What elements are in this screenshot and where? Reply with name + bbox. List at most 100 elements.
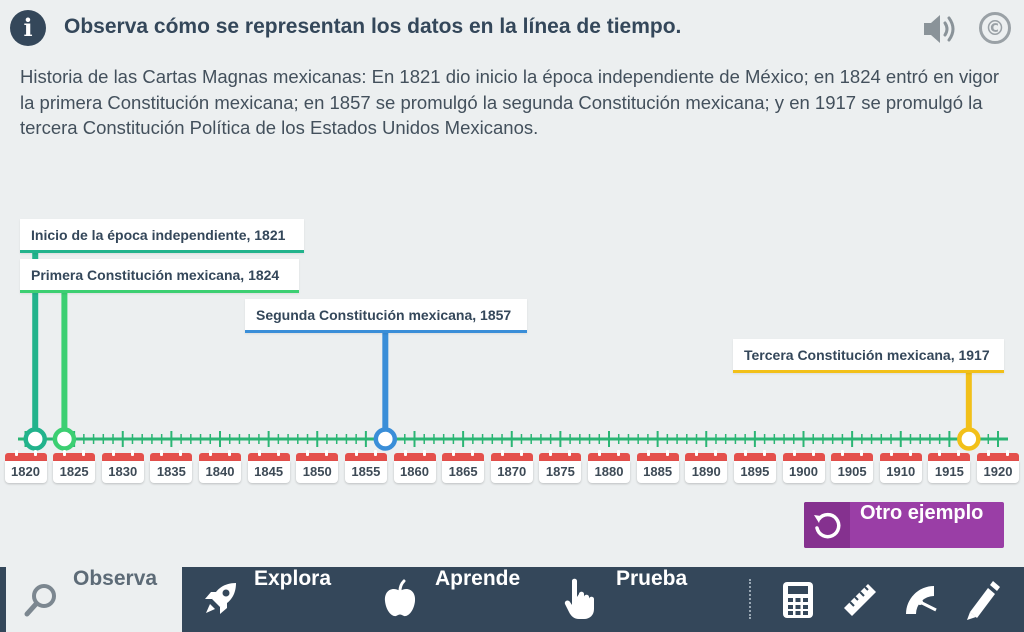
year-chip: 1910 [879, 450, 922, 483]
calendar-icon [831, 450, 874, 461]
timeline: Inicio de la época independiente, 1821 Pr… [0, 210, 1024, 500]
year-chip-label: 1920 [977, 461, 1019, 483]
calendar-icon [442, 450, 485, 461]
year-chip: 1880 [588, 450, 630, 483]
year-chip-label: 1900 [782, 461, 825, 483]
year-chip: 1825 [53, 450, 96, 483]
year-chip-label: 1905 [831, 461, 874, 483]
calendar-icon [53, 450, 96, 461]
year-chip-label: 1850 [296, 461, 339, 483]
rocket-icon [205, 583, 236, 614]
year-chip-label: 1840 [199, 461, 241, 483]
calendar-icon [733, 450, 776, 461]
nav-aprende-label: Aprende [435, 567, 521, 590]
year-chip: 1820 [4, 450, 47, 483]
nav-explora-label: Explora [254, 567, 332, 590]
magnifier-icon [24, 584, 56, 617]
year-chip: 1885 [636, 450, 679, 483]
year-chip-label: 1835 [150, 461, 193, 483]
event-label: Segunda Constitución mexicana, 1857 [245, 299, 527, 333]
otro-ejemplo-label: Otro ejemplo [860, 502, 984, 524]
year-chip: 1865 [442, 450, 485, 483]
calendar-icon [393, 450, 436, 461]
calendar-icon [296, 450, 339, 461]
year-chip: 1895 [733, 450, 776, 483]
nav-observa[interactable]: Observa [6, 567, 182, 632]
calendar-icon [199, 450, 241, 461]
year-chip-label: 1870 [490, 461, 533, 483]
year-chip: 1905 [831, 450, 874, 483]
description-text: Historia de las Cartas Magnas mexicanas:… [20, 66, 1000, 138]
event-marker[interactable] [957, 427, 981, 451]
year-chip-label: 1845 [247, 461, 290, 483]
page-title: Observa cómo se representan los datos en… [64, 15, 682, 38]
calendar-icon [977, 450, 1019, 461]
event-label: Inicio de la época independiente, 1821 [20, 219, 304, 253]
nav-separator [749, 579, 751, 619]
calendar-icon [490, 450, 533, 461]
year-chip: 1890 [685, 450, 728, 483]
year-chip-label: 1915 [928, 461, 971, 483]
year-chip: 1830 [101, 450, 144, 483]
year-chip-label: 1875 [539, 461, 582, 483]
nav-aprende[interactable]: Aprende [380, 567, 540, 632]
apple-icon [384, 579, 416, 617]
nav-prueba-label: Prueba [616, 567, 688, 590]
year-chip-label: 1820 [4, 461, 47, 483]
year-chip: 1920 [977, 450, 1019, 483]
year-chip-label: 1880 [588, 461, 630, 483]
refresh-icon-box [804, 502, 850, 548]
event-label: Primera Constitución mexicana, 1824 [20, 259, 299, 293]
year-chip: 1915 [928, 450, 971, 483]
otro-ejemplo-button[interactable]: Otro ejemplo [804, 502, 1004, 548]
year-chip: 1900 [782, 450, 825, 483]
year-chip-label: 1855 [344, 461, 387, 483]
calendar-icon [879, 450, 922, 461]
year-chip: 1870 [490, 450, 533, 483]
pencil-icon[interactable] [962, 580, 1002, 620]
calendar-icon [539, 450, 582, 461]
calendar-icon [247, 450, 290, 461]
year-chip-label: 1860 [393, 461, 436, 483]
refresh-icon [814, 512, 841, 539]
calendar-icon [588, 450, 630, 461]
year-chip-label: 1885 [636, 461, 679, 483]
protractor-icon[interactable] [900, 580, 940, 620]
nav-prueba[interactable]: Prueba [560, 567, 710, 632]
ruler-icon[interactable] [840, 580, 880, 620]
pointer-hand-icon [564, 578, 594, 619]
calendar-icon [344, 450, 387, 461]
year-chip: 1850 [296, 450, 339, 483]
year-chip-label: 1865 [442, 461, 485, 483]
speaker-icon[interactable] [920, 12, 960, 46]
calendar-icon [782, 450, 825, 461]
calendar-icon [4, 450, 47, 461]
event-marker[interactable] [23, 427, 47, 451]
calendar-icon [636, 450, 679, 461]
event-label: Tercera Constitución mexicana, 1917 [733, 339, 1004, 373]
year-chip-label: 1910 [879, 461, 922, 483]
header: i Observa cómo se representan los datos … [0, 0, 1024, 58]
year-chip: 1835 [150, 450, 193, 483]
year-chip: 1860 [393, 450, 436, 483]
event-marker[interactable] [52, 427, 77, 451]
year-chip-label: 1825 [53, 461, 96, 483]
nav-observa-label: Observa [73, 567, 158, 590]
year-chip-label: 1830 [101, 461, 144, 483]
year-chip-label: 1890 [685, 461, 728, 483]
year-chip: 1845 [247, 450, 290, 483]
year-chip: 1875 [539, 450, 582, 483]
event-marker[interactable] [373, 427, 398, 451]
year-chip: 1855 [344, 450, 387, 483]
bottom-navigation: Observa Explora Aprende Prueba [0, 567, 1024, 632]
year-chip: 1840 [199, 450, 241, 483]
calculator-icon[interactable] [778, 580, 818, 620]
nav-explora[interactable]: Explora [196, 567, 346, 632]
year-chip-label: 1895 [733, 461, 776, 483]
calendar-icon [101, 450, 144, 461]
calendar-icon [685, 450, 728, 461]
calendar-icon [150, 450, 193, 461]
calendar-icon [928, 450, 971, 461]
copyright-icon[interactable]: © [979, 12, 1011, 44]
info-icon[interactable]: i [10, 10, 46, 46]
